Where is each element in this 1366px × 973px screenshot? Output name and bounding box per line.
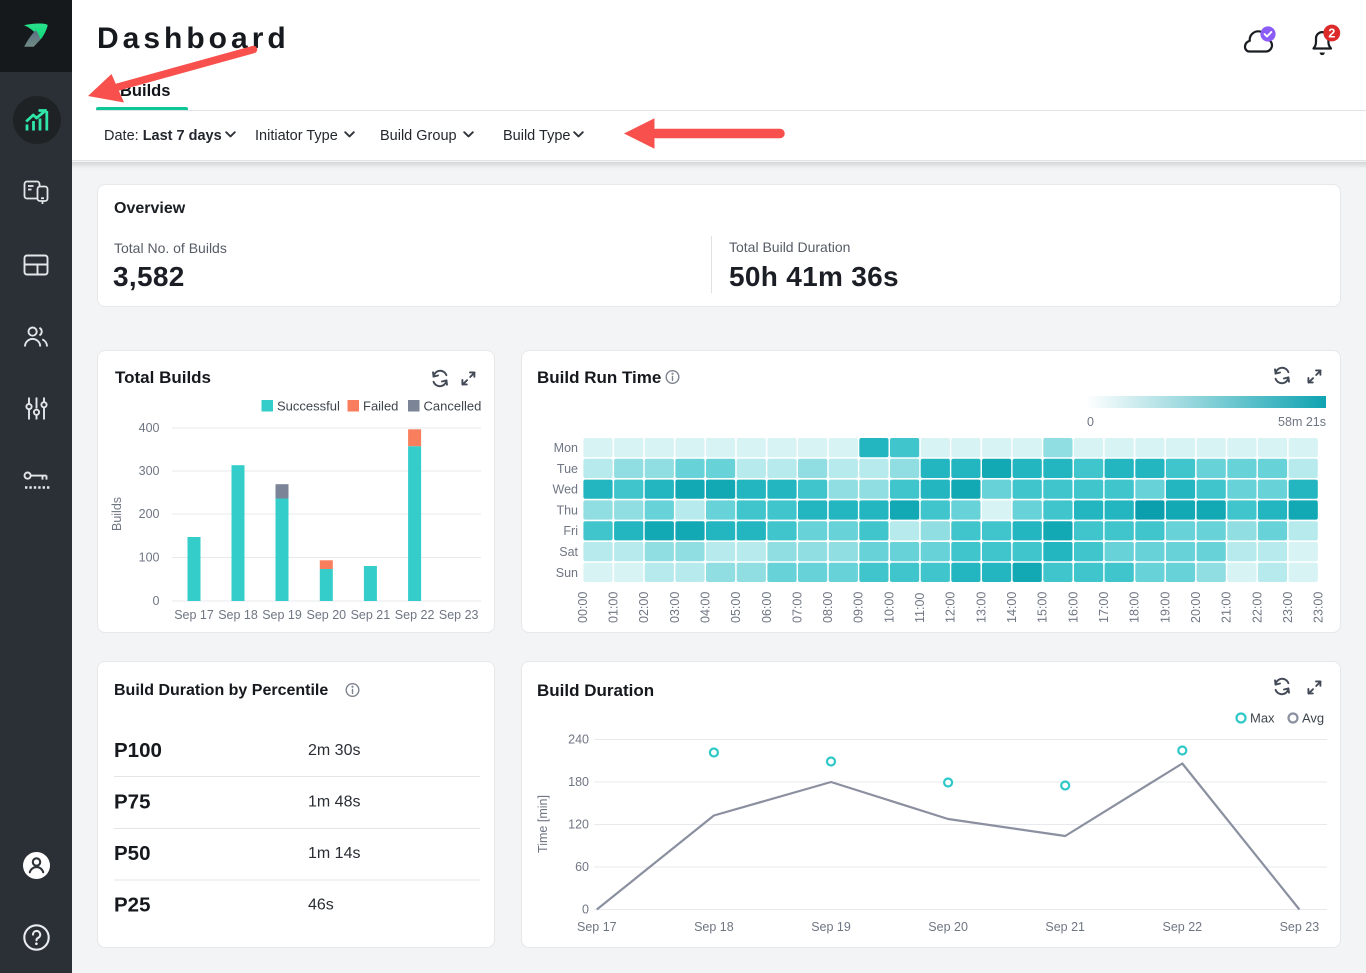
svg-text:58m 21s: 58m 21s <box>1278 415 1326 429</box>
svg-text:Cancelled: Cancelled <box>424 399 482 414</box>
svg-text:P75: P75 <box>114 791 150 814</box>
svg-text:400: 400 <box>139 421 160 435</box>
svg-text:Build Duration by Percentile: Build Duration by Percentile <box>114 682 328 699</box>
svg-text:Sep 18: Sep 18 <box>694 920 734 934</box>
svg-text:06:00: 06:00 <box>760 592 774 623</box>
svg-text:12:00: 12:00 <box>944 592 958 623</box>
svg-text:15:00: 15:00 <box>1036 592 1050 623</box>
svg-text:0: 0 <box>582 903 589 917</box>
svg-text:20:00: 20:00 <box>1189 592 1203 623</box>
svg-text:Total Builds: Total Builds <box>115 368 211 387</box>
svg-text:14:00: 14:00 <box>1005 592 1019 623</box>
svg-text:22:00: 22:00 <box>1250 592 1264 623</box>
svg-text:13:00: 13:00 <box>974 592 988 623</box>
svg-text:P25: P25 <box>114 894 150 917</box>
svg-text:10:00: 10:00 <box>882 592 896 623</box>
svg-text:Tue: Tue <box>557 462 578 476</box>
svg-text:Thu: Thu <box>556 503 578 517</box>
svg-text:Sep 21: Sep 21 <box>351 608 391 622</box>
svg-text:Sep 17: Sep 17 <box>577 920 617 934</box>
svg-text:2m 30s: 2m 30s <box>308 742 360 759</box>
svg-text:04:00: 04:00 <box>698 592 712 623</box>
svg-text:Build Duration: Build Duration <box>537 681 654 700</box>
svg-text:P50: P50 <box>114 842 150 865</box>
svg-text:P100: P100 <box>114 739 162 762</box>
svg-text:23:00: 23:00 <box>1281 592 1295 623</box>
svg-text:Wed: Wed <box>553 483 579 497</box>
svg-text:Mon: Mon <box>554 441 578 455</box>
svg-text:Avg: Avg <box>1302 711 1324 726</box>
svg-text:Builds: Builds <box>110 497 124 531</box>
svg-text:02:00: 02:00 <box>637 592 651 623</box>
svg-text:Sun: Sun <box>556 566 578 580</box>
svg-text:1m 48s: 1m 48s <box>308 794 360 811</box>
svg-text:01:00: 01:00 <box>607 592 621 623</box>
svg-text:Sep 22: Sep 22 <box>1162 920 1202 934</box>
svg-text:Sep 18: Sep 18 <box>218 608 258 622</box>
svg-text:Build Run Time: Build Run Time <box>537 368 661 387</box>
svg-text:Sep 19: Sep 19 <box>811 920 851 934</box>
svg-text:2: 2 <box>1328 26 1335 40</box>
svg-text:0: 0 <box>1087 415 1094 429</box>
svg-text:07:00: 07:00 <box>790 592 804 623</box>
svg-text:46s: 46s <box>308 897 334 914</box>
svg-text:00:00: 00:00 <box>576 592 590 623</box>
svg-text:18:00: 18:00 <box>1128 592 1142 623</box>
svg-text:Sep 20: Sep 20 <box>306 608 346 622</box>
svg-text:08:00: 08:00 <box>821 592 835 623</box>
svg-text:Sat: Sat <box>559 545 578 559</box>
svg-text:120: 120 <box>568 818 589 832</box>
svg-text:Sep 23: Sep 23 <box>1280 920 1320 934</box>
svg-text:Fri: Fri <box>563 524 578 538</box>
svg-text:0: 0 <box>153 594 160 608</box>
svg-text:11:00: 11:00 <box>913 593 927 623</box>
svg-text:09:00: 09:00 <box>852 592 866 623</box>
svg-text:180: 180 <box>568 775 589 789</box>
svg-text:240: 240 <box>568 733 589 747</box>
svg-text:05:00: 05:00 <box>729 592 743 623</box>
svg-text:Sep 17: Sep 17 <box>174 608 214 622</box>
svg-text:17:00: 17:00 <box>1097 592 1111 623</box>
svg-text:1m 14s: 1m 14s <box>308 845 360 862</box>
svg-text:Successful: Successful <box>277 399 340 414</box>
svg-text:Max: Max <box>1250 711 1275 726</box>
svg-text:200: 200 <box>139 507 160 521</box>
svg-text:Time [min]: Time [min] <box>536 795 550 853</box>
svg-text:60: 60 <box>575 860 589 874</box>
svg-text:23:00: 23:00 <box>1312 592 1326 623</box>
svg-text:Sep 20: Sep 20 <box>928 920 968 934</box>
svg-text:100: 100 <box>139 551 160 565</box>
svg-text:Sep 23: Sep 23 <box>439 608 479 622</box>
svg-text:300: 300 <box>139 464 160 478</box>
svg-text:Sep 21: Sep 21 <box>1045 920 1085 934</box>
svg-text:03:00: 03:00 <box>668 592 682 623</box>
svg-text:Sep 19: Sep 19 <box>262 608 302 622</box>
svg-text:19:00: 19:00 <box>1158 592 1172 623</box>
svg-text:16:00: 16:00 <box>1066 592 1080 623</box>
svg-text:Failed: Failed <box>363 399 398 414</box>
svg-text:21:00: 21:00 <box>1220 592 1234 623</box>
svg-text:Sep 22: Sep 22 <box>395 608 435 622</box>
